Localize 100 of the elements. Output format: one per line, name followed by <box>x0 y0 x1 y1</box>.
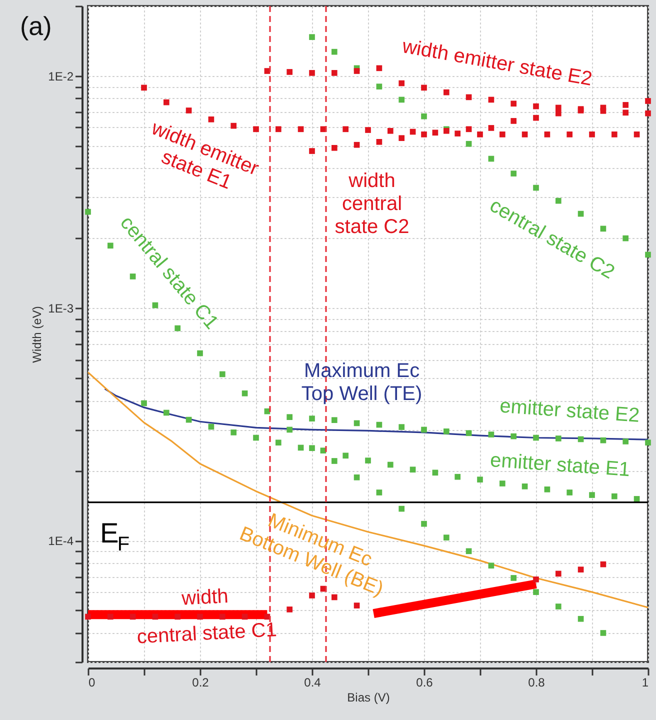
point <box>141 84 147 91</box>
x-tick-label: 1 <box>642 676 649 690</box>
point <box>230 122 237 129</box>
chart-title: (a) <box>20 11 52 41</box>
point <box>354 474 360 480</box>
x-tick-label: 0.4 <box>304 676 322 690</box>
point <box>600 630 606 636</box>
point <box>107 614 114 620</box>
point <box>376 84 382 90</box>
series-label: emitter state E1 <box>489 449 631 482</box>
point <box>544 132 550 138</box>
point <box>286 606 293 612</box>
point <box>510 575 517 581</box>
point <box>275 126 282 132</box>
point <box>488 562 494 569</box>
point <box>645 98 651 104</box>
point <box>443 428 450 434</box>
point <box>589 132 595 138</box>
point <box>309 70 315 76</box>
point <box>331 144 338 151</box>
point <box>566 132 573 138</box>
point <box>130 274 136 280</box>
point <box>555 570 562 577</box>
point <box>398 135 405 142</box>
point <box>174 325 181 332</box>
point <box>230 430 237 436</box>
point <box>107 242 114 249</box>
point <box>645 252 651 258</box>
point <box>398 80 405 86</box>
series-label: emitter state E2 <box>498 395 640 427</box>
point <box>219 371 226 378</box>
point <box>510 433 517 440</box>
point <box>331 458 338 464</box>
point <box>522 483 528 490</box>
point <box>163 410 170 416</box>
point <box>432 130 438 136</box>
point <box>578 616 584 622</box>
point <box>645 110 651 116</box>
point <box>197 350 203 356</box>
point <box>454 130 461 136</box>
point <box>499 480 506 486</box>
point <box>622 110 629 116</box>
point <box>376 490 382 496</box>
point <box>286 426 293 433</box>
point <box>555 198 562 204</box>
point <box>432 470 438 476</box>
point <box>197 614 203 620</box>
point <box>510 170 517 176</box>
point <box>544 486 550 492</box>
point <box>141 400 147 406</box>
x-tick-label: 0.2 <box>192 676 210 690</box>
point <box>634 132 640 138</box>
series-label: width central state C1 <box>136 586 278 648</box>
point <box>454 474 461 480</box>
point <box>398 424 405 430</box>
point <box>286 69 293 75</box>
point <box>533 184 539 191</box>
point <box>533 589 539 595</box>
x-tick-label: 0 <box>88 676 96 690</box>
point <box>421 520 427 527</box>
point <box>186 108 192 114</box>
point <box>421 84 427 91</box>
point <box>398 96 405 103</box>
y-tick-label: 1E-4 <box>48 534 74 548</box>
point <box>219 614 226 620</box>
point <box>499 132 506 138</box>
point <box>555 436 562 442</box>
point <box>510 100 517 107</box>
point <box>566 490 573 496</box>
y-axis-title: Width (eV) <box>30 306 44 363</box>
x-tick-label: 0.6 <box>416 676 434 690</box>
point <box>466 548 472 554</box>
point <box>622 235 629 242</box>
point <box>85 208 91 215</box>
point <box>342 452 349 459</box>
point <box>376 138 382 145</box>
point <box>331 70 338 76</box>
point <box>354 68 360 74</box>
point <box>622 438 629 444</box>
series-label: width central state C2 <box>334 170 410 238</box>
point <box>555 110 562 116</box>
point <box>354 602 360 608</box>
point <box>365 458 371 464</box>
series-label: Maximum Ec Top Well (TE) <box>301 360 422 405</box>
point <box>309 445 315 452</box>
text: width emitter state E2 <box>400 35 594 91</box>
point <box>466 430 472 436</box>
text: width emitter state E1 <box>147 116 262 194</box>
point <box>309 416 315 422</box>
point <box>533 103 539 110</box>
x-axis-title: Bias (V) <box>347 690 390 704</box>
point <box>298 126 304 132</box>
point <box>578 566 584 572</box>
point <box>443 534 450 540</box>
point <box>163 99 170 106</box>
point <box>533 114 539 121</box>
point <box>253 126 259 132</box>
point <box>275 440 282 446</box>
point <box>533 434 539 441</box>
point <box>443 89 450 96</box>
